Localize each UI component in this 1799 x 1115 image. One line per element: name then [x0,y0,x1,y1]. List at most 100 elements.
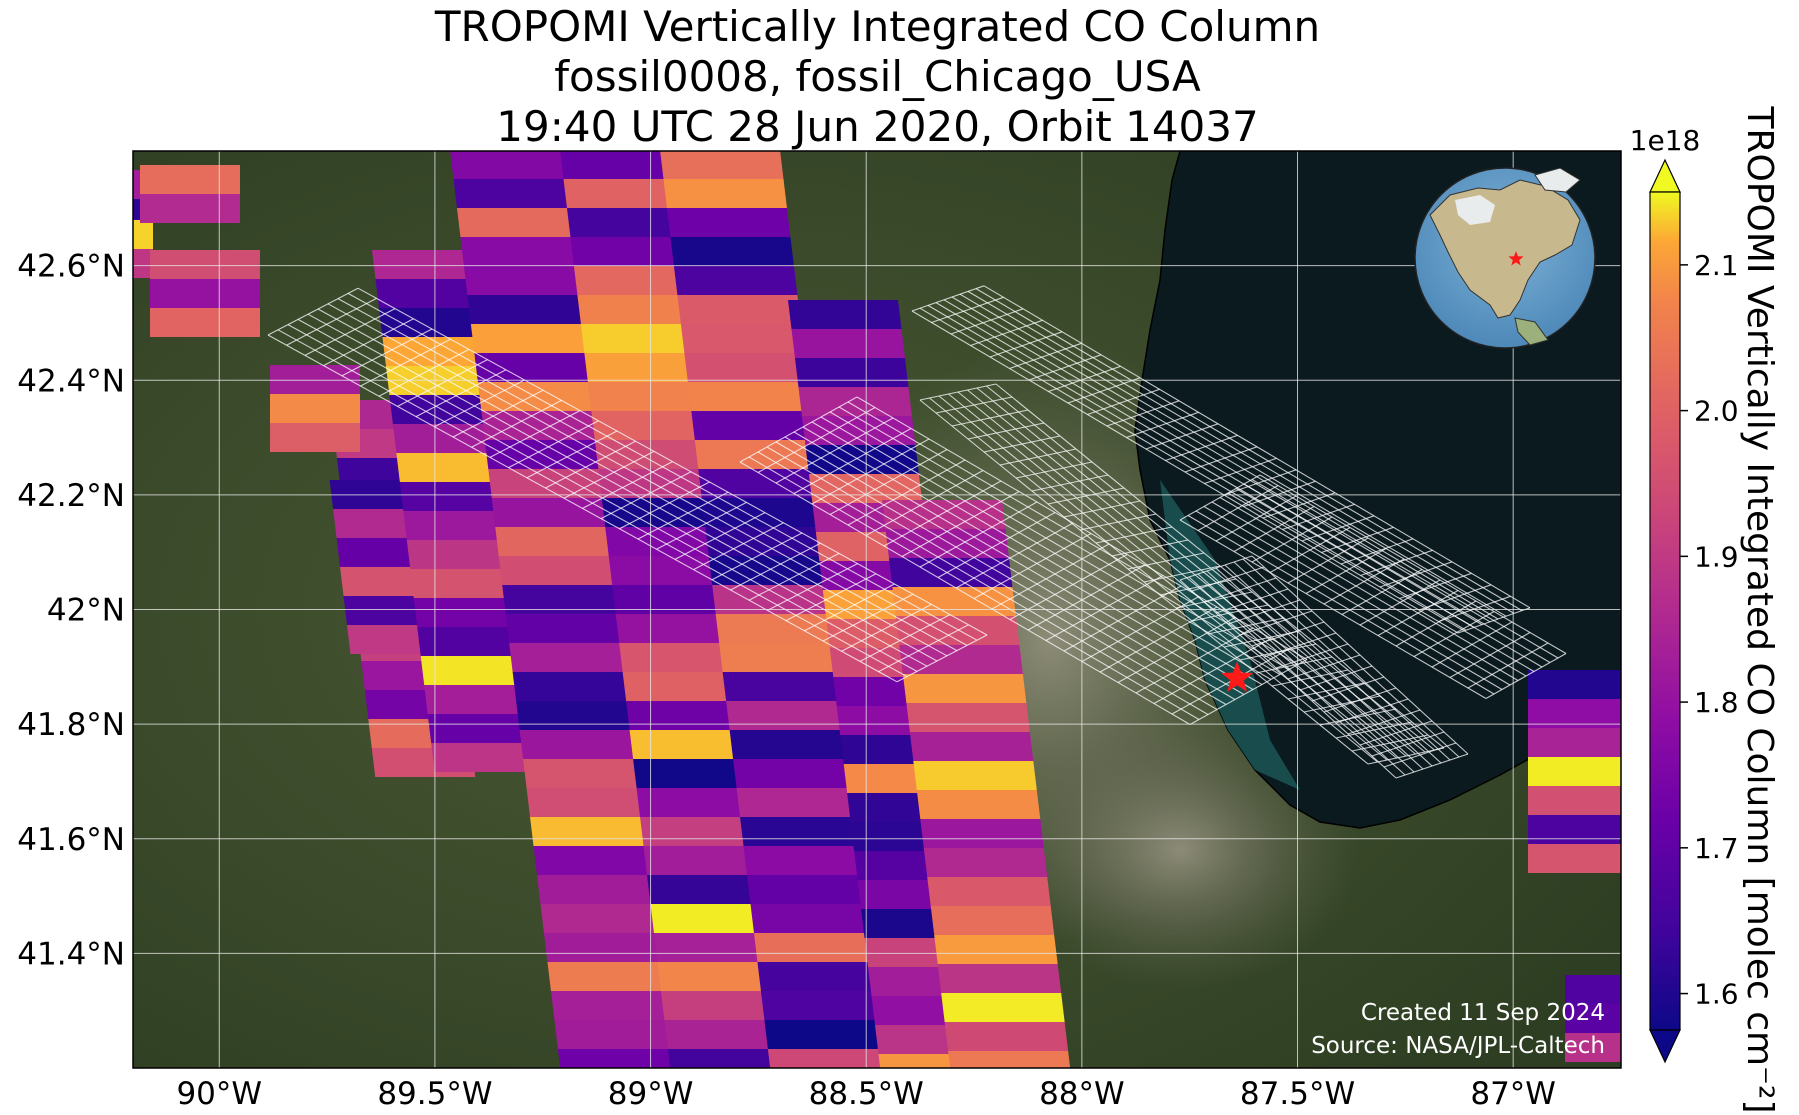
footprint-edge [1099,606,1218,673]
co-pixel [450,151,584,179]
lat-tick-label: 42.2°N [17,478,125,514]
co-pixel [760,991,885,1020]
co-pixel [1528,699,1621,728]
co-pixel [456,208,591,237]
footprint-edge [508,420,599,469]
co-pixel [577,295,701,324]
footprint-edge [1243,483,1551,663]
footprint-edge [1259,474,1567,654]
colorbar-tick-label: 1.9 [1694,540,1739,573]
co-pixel [691,411,815,440]
co-pixel [753,933,878,962]
co-pixel [698,469,822,498]
co-pixel [467,295,601,324]
co-pixel [888,558,1013,587]
footprint-edge [1251,555,1469,755]
footprint-edge [785,573,877,622]
footprint-edge [1233,561,1451,761]
co-pixel [794,358,909,387]
sounding-swath [919,383,1445,765]
co-pixel [764,1020,888,1049]
footprint-edge [619,481,710,530]
footprint-edge [943,299,1491,623]
lat-tick-label: 41.4°N [17,936,125,972]
footprint-edge [847,459,966,526]
greenland [1534,167,1581,193]
co-pixel [920,819,1044,848]
co-pixel [1528,786,1621,815]
footprint-edge [1027,564,1146,631]
co-pixel [591,411,715,440]
colorbar-tick-label: 2.0 [1694,395,1739,428]
co-pixel [526,788,661,817]
footprint-edge [757,407,876,473]
colorbar-extend-max [1649,158,1681,193]
footprint-edge [1145,423,1219,450]
co-pixel [791,329,905,358]
footprint-edge [397,359,488,407]
footprint-edge [859,614,951,662]
footprint-edge [967,290,1515,614]
footprint-edge [820,416,1272,680]
footprint-edge [582,461,673,509]
co-pixel [150,250,260,279]
co-pixel [715,614,840,643]
sounding-swath [1179,555,1469,779]
co-pixel [660,991,785,1020]
footprint-edge [357,287,988,636]
footprint-edge [347,292,978,641]
footprint-edge [1340,538,1414,565]
co-pixel [687,382,812,411]
co-pixel [566,208,691,237]
co-pixel [270,423,360,452]
co-pixel [909,732,1034,761]
co-pixel [712,585,836,614]
footprint-edge [1399,572,1472,600]
footprint-edge [1048,365,1121,393]
co-pixel [533,846,668,875]
footprint-edge [748,456,1200,720]
footprint-edge [286,297,377,346]
footprint-edge [307,313,938,662]
co-pixel [906,703,1030,732]
colorbar-extend-min [1649,1029,1681,1064]
co-pixel [653,933,778,962]
footprint-edge [937,512,1056,578]
footprint-edge [841,603,932,652]
co-pixel [560,151,684,179]
footprint-edge [878,624,969,673]
footprint-edge [970,319,1043,347]
lat-tick-label: 42.4°N [17,363,125,399]
footprint-edge [1262,492,1336,519]
map-title-line-3: 19:40 UTC 28 Jun 2020, Orbit 14037 [496,102,1259,151]
footprint-edge [1301,515,1375,542]
co-pixel [554,1020,688,1049]
sounding-swath [739,396,1308,725]
co-pixel [923,848,1048,877]
colorbar-label: TROPOMI Vertically Integrated CO Column … [1739,105,1780,1113]
lon-tick-label: 88°W [1039,1076,1125,1112]
co-pixel-layer [133,151,1621,1068]
footprint-edge [545,440,636,489]
footprint-edge [1379,561,1453,588]
co-pixel [750,904,874,933]
footprint-edge [1165,434,1238,462]
co-pixel [1528,757,1621,786]
footprint-edge [739,396,858,463]
co-pixel [747,875,871,904]
co-pixel [719,643,843,672]
co-pixel [657,962,781,991]
co-pixel [605,527,729,556]
co-pixel [944,1022,1069,1051]
footprint-edge [287,324,918,672]
lat-tick-label: 42°N [47,593,125,629]
footprint-edge [323,318,414,367]
co-pixel [150,279,260,308]
co-pixel [636,788,761,817]
lon-tick-label: 89.5°W [377,1076,492,1112]
co-pixel [660,151,784,179]
co-pixel [673,266,798,295]
co-pixel [664,1020,788,1049]
footprint-edge [919,307,1467,631]
co-pixel [948,1051,1071,1068]
